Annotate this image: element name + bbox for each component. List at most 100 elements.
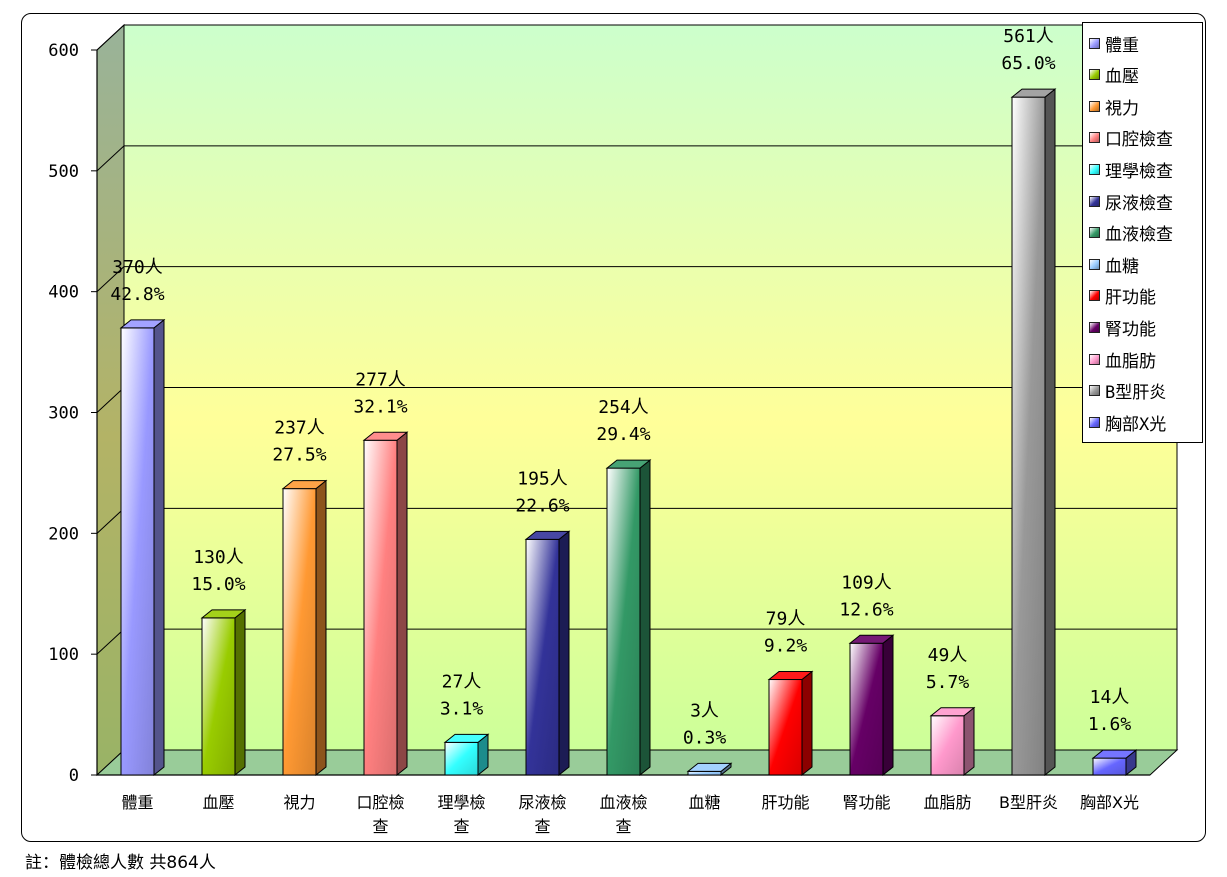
bar-2 (200, 608, 247, 777)
bar-top (1010, 88, 1057, 98)
data-label-percent: 5.7% (926, 672, 970, 693)
bar-side (396, 431, 408, 777)
y-tick-label: 600 (48, 41, 79, 61)
x-tick-label: 體重 (121, 793, 153, 812)
bar-front (363, 439, 398, 776)
bar-11 (929, 706, 976, 777)
legend-swatch (1089, 37, 1100, 49)
data-label-percent: 1.6% (1088, 714, 1132, 735)
bar-3 (281, 479, 328, 777)
legend-swatch (1089, 385, 1100, 397)
bar-4 (362, 431, 409, 777)
bar-front (849, 642, 884, 776)
data-label-percent: 22.6% (515, 495, 569, 516)
data-label-percent: 42.8% (110, 284, 164, 305)
legend-label: 理學檢查 (1105, 161, 1173, 182)
bar-front (930, 715, 965, 776)
gridline-side (96, 507, 125, 534)
bar-front (525, 538, 560, 776)
data-label-count: 370人 (112, 257, 163, 278)
legend-swatch (1089, 69, 1100, 81)
legend-label: 口腔檢查 (1105, 130, 1173, 151)
gridline-side (96, 387, 125, 413)
legend-swatch (1089, 100, 1100, 112)
x-tick-label: 肝功能 (761, 793, 809, 812)
legend-swatch (1089, 227, 1100, 239)
chart-footnote: 註：體檢總人數 共864人 (25, 853, 216, 873)
legend-item: 肝功能 (1089, 286, 1156, 309)
x-tick-label: 尿液檢 (518, 793, 566, 812)
bar-top (200, 609, 247, 619)
data-label-count: 109人 (841, 572, 892, 593)
legend-item: 血壓 (1089, 65, 1139, 88)
legend-label: 腎功能 (1105, 319, 1156, 340)
bar-side (1044, 88, 1056, 777)
bar-top (605, 459, 652, 469)
bar-side (639, 459, 651, 777)
legend-label: 肝功能 (1105, 288, 1156, 309)
legend-swatch (1089, 258, 1100, 270)
bar-side (963, 706, 975, 777)
bar-side (801, 670, 813, 777)
gridline-side (96, 24, 125, 51)
bar-7 (605, 459, 652, 777)
data-label-count: 49人 (928, 645, 968, 666)
legend-label: 尿液檢查 (1105, 193, 1173, 214)
bar-top (281, 480, 328, 490)
gridline-side (96, 628, 125, 655)
legend-label: 血糖 (1105, 256, 1139, 277)
legend-swatch (1089, 163, 1100, 175)
bar-front (687, 770, 722, 776)
legend-item: 尿液檢查 (1089, 191, 1173, 214)
legend-label: B型肝炎 (1105, 383, 1167, 404)
legend-item: 口腔檢查 (1089, 128, 1173, 151)
x-tick-label: 視力 (283, 793, 315, 812)
legend-label: 胸部X光 (1105, 414, 1167, 435)
bar-12 (1010, 88, 1057, 777)
legend-item: 腎功能 (1089, 317, 1156, 340)
legend-item: 理學檢查 (1089, 159, 1173, 182)
bar-side (882, 634, 894, 777)
gridline-side (96, 145, 125, 172)
y-tick-label: 0 (69, 766, 79, 786)
legend-label: 血壓 (1105, 67, 1139, 88)
legend-swatch (1089, 195, 1100, 207)
x-tick-label: B型肝炎 (999, 793, 1058, 812)
legend-swatch (1089, 290, 1100, 302)
legend-swatch (1089, 321, 1100, 333)
data-label-count: 79人 (766, 609, 806, 630)
y-tick-label: 100 (48, 645, 79, 665)
x-tick-label: 血脂肪 (923, 793, 971, 812)
bar-front (201, 617, 236, 776)
bar-side (315, 479, 327, 777)
x-tick-label: 血壓 (202, 793, 234, 812)
bar-front (1011, 96, 1046, 776)
x-tick-label: 腎功能 (842, 793, 890, 812)
bar-front (1092, 757, 1127, 776)
bar-1 (119, 318, 166, 777)
data-label-count: 254人 (598, 397, 649, 418)
data-label-count: 237人 (274, 418, 325, 439)
legend-label: 血脂肪 (1105, 351, 1156, 372)
legend-label: 體重 (1105, 35, 1139, 56)
bar-10 (848, 634, 895, 777)
x-tick-label: 查 (453, 817, 469, 836)
gridline-side (96, 266, 125, 293)
legend-label: 血液檢查 (1105, 225, 1173, 246)
x-tick-label: 查 (534, 817, 550, 836)
data-label-percent: 3.1% (440, 698, 484, 719)
bar-top (767, 671, 814, 681)
x-tick-label: 血液檢 (599, 793, 647, 812)
bar-top (524, 530, 571, 540)
data-label-count: 3人 (690, 700, 719, 721)
bar-top (686, 762, 733, 772)
bar-top (362, 431, 409, 441)
y-tick-label: 400 (48, 283, 79, 303)
legend-item: 血脂肪 (1089, 349, 1156, 372)
bar-front (444, 741, 479, 776)
data-label-percent: 29.4% (596, 424, 650, 445)
bar-8 (686, 762, 733, 777)
data-label-count: 14人 (1090, 687, 1130, 708)
legend-item: 胸部X光 (1089, 412, 1167, 435)
